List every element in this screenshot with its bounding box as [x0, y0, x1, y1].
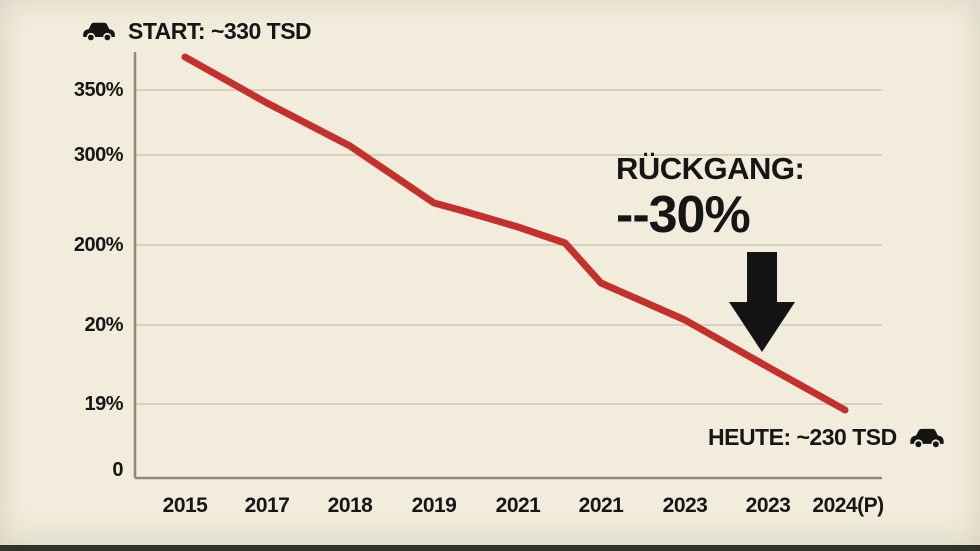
- start-annotation-text: START: ~330 TSD: [128, 18, 312, 44]
- x-tick-label: 2018: [328, 494, 374, 517]
- trend-line: [181, 53, 849, 414]
- x-tick-label: 2021: [496, 494, 542, 517]
- x-tick-label: 2024(P): [812, 494, 883, 517]
- y-tick-label: 19%: [84, 393, 123, 415]
- today-annotation-text: HEUTE: ~230 TSD: [708, 424, 897, 450]
- bottom-edge-strip: [0, 545, 980, 551]
- today-annotation: HEUTE: ~230 TSD: [708, 424, 947, 451]
- x-tick-label: 2015: [163, 494, 209, 517]
- decline-value: --30%: [616, 186, 751, 244]
- x-tick-label: 2023: [746, 494, 791, 517]
- decline-annotation: RÜCKGANG: --30%: [616, 151, 805, 244]
- x-tick-label: 2023: [663, 494, 708, 517]
- x-tick-label: 2019: [412, 494, 457, 517]
- y-tick-label: 300%: [74, 144, 124, 166]
- x-tick-label: 2017: [245, 494, 290, 517]
- start-annotation: START: ~330 TSD: [80, 18, 312, 45]
- y-tick-label: 0: [112, 459, 123, 481]
- x-tick-label: 2021: [579, 494, 625, 517]
- y-tick-label: 200%: [74, 234, 124, 256]
- y-tick-label: 350%: [74, 79, 124, 101]
- down-arrow-icon: [726, 252, 798, 352]
- y-tick-label: 20%: [84, 314, 123, 336]
- car-icon: [83, 22, 115, 41]
- decline-label: RÜCKGANG:: [616, 151, 805, 186]
- car-icon: [910, 428, 944, 447]
